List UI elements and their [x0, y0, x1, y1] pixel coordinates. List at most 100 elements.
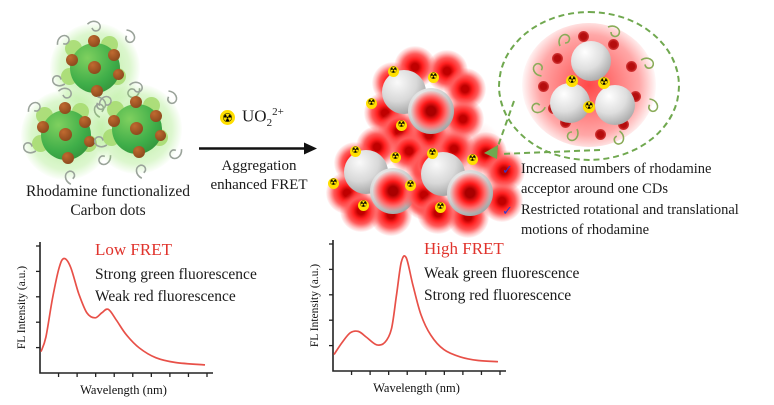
rhodamine-dot: [112, 68, 124, 80]
annotation-line: Strong red fluorescence: [424, 287, 572, 304]
key-points-list: ✓ Increased numbers of rhodamine accepto…: [502, 160, 764, 242]
rhodamine-dot: [108, 115, 120, 127]
linker-squiggle-icon: [56, 34, 70, 45]
carbon-dot-sphere-red-coated: [447, 170, 493, 216]
rhodamine-dot: [91, 85, 103, 97]
callout-arrowhead-icon: [484, 145, 498, 159]
reactant-label-line2: Carbon dots: [70, 202, 146, 219]
magnified-carbon-sphere: [571, 41, 611, 81]
uranyl-trefoil-icon: ☢: [405, 180, 416, 191]
magnified-rhodamine-dot: [538, 81, 549, 92]
high-fret-spectrum-chart: Wavelength (nm) FL Intensity (a.u.): [308, 234, 598, 402]
magnified-rhodamine-dot: [618, 119, 629, 130]
reaction-arrow: [199, 142, 317, 155]
radioactive-icon: ☢: [220, 110, 235, 126]
rhodamine-curl-icon: [613, 130, 625, 145]
uranyl-trefoil-icon: ☢: [428, 72, 439, 83]
linker-squiggle-icon: [98, 95, 112, 106]
x-axis-label: Wavelength (nm): [373, 381, 460, 395]
reaction-caption-line1: Aggregation: [221, 158, 297, 174]
bullet-text: Increased numbers of rhodamine acceptor …: [521, 161, 712, 197]
uranyl-subscript: 2: [266, 117, 273, 130]
linker-squiggle-icon: [64, 170, 76, 185]
carbon-dot: [18, 87, 114, 185]
uranyl-trefoil-icon: ☢: [396, 120, 407, 131]
chart-title: High FRET: [424, 239, 504, 258]
chart-title: Low FRET: [95, 240, 172, 259]
rhodamine-curl-icon: [531, 102, 546, 114]
rhodamine-dot: [83, 135, 95, 147]
y-axis-label: FL Intensity (a.u.): [16, 266, 28, 349]
rhodamine-curl-icon: [558, 33, 571, 47]
rhodamine-dot: [87, 60, 101, 74]
y-axis-label: FL Intensity (a.u.): [309, 264, 321, 347]
rhodamine-dot: [62, 152, 74, 164]
rhodamine-dot: [58, 127, 72, 141]
rhodamine-dot: [59, 102, 71, 114]
rhodamine-curl-icon: [607, 25, 621, 38]
aggregate-cluster: ☢ ☢ ☢ ☢: [364, 46, 486, 156]
magnifier-circle: ☢ ☢ ☢: [498, 11, 680, 161]
uranyl-trefoil-icon: ☢: [583, 101, 595, 113]
rhodamine-dot: [150, 110, 162, 122]
linker-squiggle-icon: [93, 136, 108, 148]
chart-annotation: Weak green fluorescence Strong red fluor…: [424, 263, 579, 307]
uranyl-symbol: UO: [242, 106, 267, 126]
annotation-line: Weak red fluorescence: [95, 288, 236, 305]
list-item: ✓ Increased numbers of rhodamine accepto…: [502, 160, 764, 199]
reaction-caption: Aggregation enhanced FRET: [198, 157, 320, 195]
rhodamine-curl-icon: [640, 57, 655, 69]
linker-squiggle-icon: [22, 142, 37, 154]
reactant-label: Rhodamine functionalized Carbon dots: [8, 182, 208, 220]
low-fret-spectrum-chart: Wavelength (nm) FL Intensity (a.u.): [15, 236, 305, 404]
linker-squiggle-icon: [57, 87, 72, 99]
carbon-dot-sphere-red-coated: [408, 88, 454, 134]
linker-squiggle-icon: [125, 29, 136, 44]
rhodamine-curl-icon: [532, 62, 543, 77]
magnified-rhodamine-dot: [608, 39, 619, 50]
rhodamine-dot: [130, 96, 142, 108]
magnified-rhodamine-dot: [630, 91, 641, 102]
magnifier-callout-tail: [484, 100, 601, 159]
red-coating-glow: [411, 91, 451, 131]
magnified-carbon-sphere: [595, 85, 635, 125]
uranyl-trefoil-icon: ☢: [388, 66, 399, 77]
rhodamine-dot: [133, 146, 145, 158]
linker-squiggle-icon: [86, 20, 101, 32]
annotation-line: Weak green fluorescence: [424, 265, 580, 282]
rhodamine-dot: [66, 54, 78, 66]
uranyl-trefoil-icon: ☢: [427, 148, 438, 159]
uranyl-trefoil-icon: ☢: [366, 98, 377, 109]
uranyl-charge: 2+: [272, 106, 284, 118]
checkmark-icon: ✓: [502, 204, 513, 219]
bullet-text: Restricted rotational and translational …: [521, 202, 739, 238]
uranyl-formula: UO22+: [242, 106, 284, 129]
linker-squiggle-icon: [51, 75, 66, 87]
aggregate-cluster: ☢ ☢ ☢ ☢: [403, 128, 525, 238]
magnified-rhodamine-dot: [595, 129, 606, 140]
magnified-rhodamine-dot: [626, 61, 637, 72]
spectrum-plot: Wavelength (nm) FL Intensity (a.u.): [309, 240, 506, 395]
emission-curve: [333, 255, 499, 363]
uranyl-trefoil-icon: ☢: [350, 146, 361, 157]
rhodamine-curl-icon: [566, 128, 579, 142]
x-axis-label: Wavelength (nm): [80, 383, 167, 397]
emission-curve: [40, 257, 206, 366]
reaction-conditions: ☢ UO22+: [220, 106, 284, 129]
uranyl-trefoil-icon: ☢: [328, 178, 339, 189]
spectrum-plot: Wavelength (nm) FL Intensity (a.u.): [16, 242, 213, 397]
rhodamine-dot: [37, 121, 49, 133]
uranyl-trefoil-icon: ☢: [358, 200, 369, 211]
chart-annotation: Strong green fluorescence Weak red fluor…: [95, 264, 257, 308]
list-item: ✓ Restricted rotational and translationa…: [502, 201, 764, 240]
magnified-rhodamine-dot: [578, 31, 589, 42]
rhodamine-dot: [108, 49, 120, 61]
linker-squiggle-icon: [27, 101, 41, 112]
uranyl-trefoil-icon: ☢: [598, 77, 610, 89]
linker-squiggle-icon: [167, 90, 178, 105]
red-coating-glow: [450, 173, 490, 213]
uranyl-trefoil-icon: ☢: [566, 75, 578, 87]
rhodamine-dot: [154, 129, 166, 141]
reaction-caption-line2: enhanced FRET: [210, 177, 308, 193]
